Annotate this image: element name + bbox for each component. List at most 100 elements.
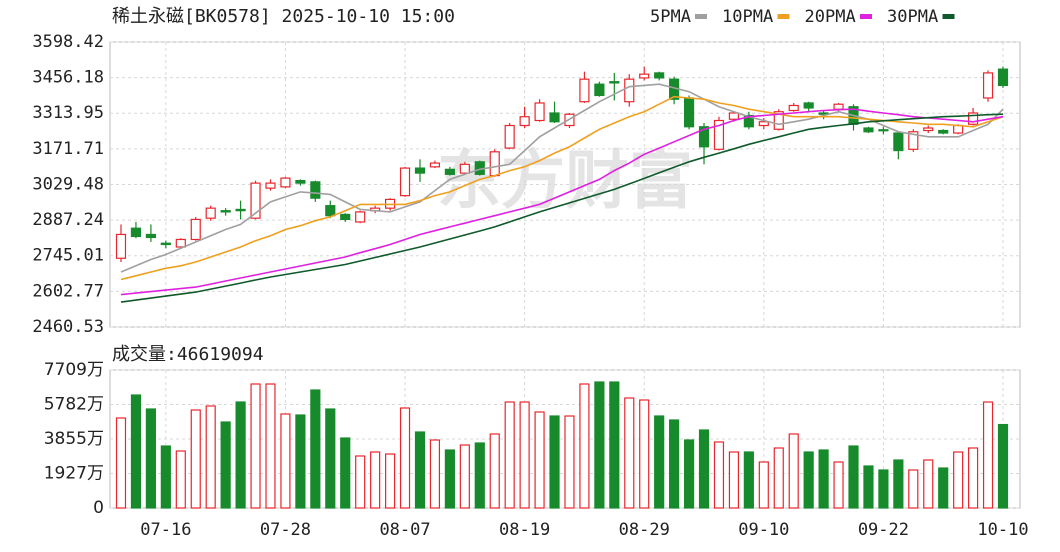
candle-body [549,112,560,123]
volume-bar [310,389,321,509]
candle-body [265,182,276,189]
watermark: 东方财富 [437,145,693,219]
candle-body [833,103,844,110]
candle-body [325,205,336,217]
candle-body [863,127,874,133]
y-tick-label: 2602.77 [32,281,104,301]
volume-bar [205,405,216,509]
plot-layer: 2460.53 2602.77 2745.01 2887.24 3029.48 3171.… [32,7,1028,540]
legend-swatch [695,14,707,19]
volume-bar [923,459,934,509]
candle-body [534,102,545,122]
candle-body [429,162,441,168]
candle-body [444,168,455,175]
volume-bar [654,415,665,509]
candle-body [250,182,261,219]
volume-bar [474,442,485,509]
y-tick-label: 3313.95 [32,103,104,123]
volume-bar [594,381,605,509]
volume-bar [997,423,1009,509]
volume-bar [459,444,470,509]
volume-bar [295,414,306,509]
volume-bar [115,417,127,509]
volume-bar [444,449,455,509]
candle-body [609,81,620,84]
volume-bar [325,408,336,509]
volume-bar [340,437,351,509]
candle-body [220,210,231,213]
candle-body [115,233,127,259]
y-tick-label: 2887.24 [32,210,104,230]
candle-body [489,151,500,177]
volume-bar [818,449,829,509]
candle-body [130,227,142,238]
candle-body [893,132,904,152]
y-tick-label: 5782万 [44,394,104,414]
x-tick-label: 07-28 [260,520,311,540]
candle-body [654,72,665,79]
volume-bar [728,451,739,509]
volume-bar [145,408,156,509]
candle-body [968,112,979,125]
y-tick-label: 0 [93,498,104,518]
volume-bar [504,401,515,509]
candle-body [519,116,530,127]
candle-body [878,129,889,132]
candle-body [205,207,216,219]
candle-body [743,114,754,128]
y-tick-label: 3171.71 [32,139,104,159]
volume-bar [953,451,964,509]
candle-body [175,238,186,248]
volume-bar [519,401,530,509]
chart-title: 稀土永磁[BK0578] 2025-10-10 15:00 [112,6,455,27]
volume-bar [609,381,620,509]
ma-line [120,113,1004,303]
ma-line [120,95,1004,281]
candle-body [997,68,1009,87]
x-tick-label: 08-19 [499,520,550,540]
volume-bar [669,419,680,509]
x-tick-label: 10-10 [977,520,1028,540]
candle-body [235,208,246,212]
legend-swatch [777,14,790,19]
candle-body [698,126,710,148]
volume-bar [265,383,276,509]
y-tick-label: 3598.42 [32,32,104,52]
volume-bar [713,441,725,509]
y-tick-label: 3456.18 [32,68,104,88]
volume-bar [250,383,261,509]
candle-body [355,211,366,223]
volume-bar [399,407,411,509]
y-tick-label: 3029.48 [32,174,104,194]
volume-bar [190,409,201,509]
candle-body [758,121,769,127]
volume-label: 成交量: [112,344,177,365]
x-tick-label: 08-07 [379,520,430,540]
candle-body [923,127,934,132]
volume-bar [743,451,754,509]
volume-bar [160,445,171,509]
volume-bar [803,451,814,509]
candle-body [295,180,306,184]
ma-line [120,108,1004,296]
y-tick-label: 3855万 [44,429,104,449]
candle-body [190,218,201,241]
volume-bar [549,415,560,509]
candle-body [982,72,994,99]
candle-body [160,242,171,246]
volume-bar [863,465,874,509]
candle-body [773,111,784,130]
volume-bar [908,469,919,509]
y-tick-label: 2745.01 [32,246,104,266]
volume-bar [938,467,949,509]
candle-body [280,177,291,188]
x-tick-label: 07-16 [140,520,191,540]
volume-bar [893,459,904,509]
candle-body [145,233,156,239]
volume-bar [489,433,500,509]
volume-bar [280,413,291,509]
candle-body [459,163,470,174]
legend-label: 10PMA [722,7,773,27]
volume-bar [534,411,545,509]
